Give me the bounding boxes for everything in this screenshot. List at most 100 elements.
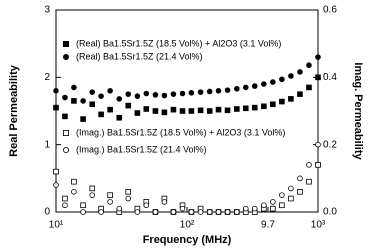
- data-point: [152, 108, 159, 114]
- data-point: [234, 106, 240, 112]
- y2-tick-label: 0.2: [323, 139, 337, 150]
- data-point: [89, 192, 96, 198]
- y-tick-label: 3: [44, 5, 50, 16]
- data-point: [234, 85, 240, 92]
- data-point: [71, 178, 77, 185]
- data-point: [107, 106, 113, 113]
- data-point: [143, 106, 150, 112]
- data-point: [125, 102, 132, 109]
- data-point: [53, 182, 59, 188]
- data-point: [197, 89, 204, 95]
- data-point: [315, 141, 321, 148]
- data-point: [80, 202, 86, 209]
- data-point: [234, 209, 240, 215]
- data-point: [125, 188, 132, 195]
- data-point: [161, 92, 168, 99]
- data-point: [270, 79, 276, 85]
- data-point: [279, 98, 285, 105]
- data-point: [161, 199, 168, 205]
- data-point: [152, 209, 159, 215]
- x-tick-label: 10²: [180, 220, 195, 231]
- data-point: [306, 162, 312, 168]
- y-tick-label: 0: [44, 207, 50, 218]
- data-point: [315, 74, 321, 81]
- data-point: [215, 88, 222, 94]
- data-point: [71, 84, 77, 91]
- data-point: [288, 73, 294, 79]
- x-tick-label: 10³: [311, 220, 326, 231]
- data-point: [188, 209, 195, 215]
- data-point: [143, 90, 150, 97]
- data-point: [188, 108, 195, 114]
- data-point: [270, 205, 276, 212]
- data-point: [107, 88, 113, 94]
- x-axis-title: Frequency (MHz): [143, 234, 232, 246]
- legend-label: (Real) Ba1.5Sr1.5Z (21.4 Vol%): [76, 51, 203, 61]
- data-point: [206, 88, 213, 95]
- legend-marker: [63, 146, 70, 153]
- data-point: [107, 199, 113, 205]
- data-point: [170, 106, 177, 113]
- legend-marker: [63, 129, 70, 136]
- data-point: [98, 93, 104, 99]
- data-point: [242, 105, 249, 112]
- data-point: [279, 202, 285, 209]
- legend-label: (Imag.) Ba1.5Sr1.5Z (21.4 Vol%): [76, 144, 207, 154]
- data-point: [297, 91, 303, 97]
- data-point: [306, 62, 312, 69]
- data-point: [89, 89, 96, 95]
- data-point: [107, 192, 113, 198]
- data-point: [215, 106, 222, 113]
- data-point: [62, 195, 68, 202]
- data-point: [89, 101, 96, 108]
- data-point: [297, 188, 303, 195]
- data-point: [315, 54, 321, 60]
- data-point: [98, 111, 104, 118]
- data-point: [161, 109, 168, 116]
- data-point: [224, 209, 231, 215]
- data-point: [224, 87, 231, 93]
- data-point: [242, 84, 249, 91]
- legend-marker: [63, 54, 70, 61]
- y-tick-label: 2: [44, 72, 50, 83]
- data-point: [53, 104, 59, 111]
- data-point: [62, 202, 68, 209]
- legend-label: (Imag.) Ba1.5Sr1.5Z (18.5 Vol%) + Al2O3 …: [76, 127, 285, 137]
- data-point: [125, 195, 132, 202]
- data-point: [197, 107, 204, 114]
- data-point: [270, 199, 276, 205]
- data-point: [116, 205, 123, 212]
- data-point: [80, 98, 86, 104]
- data-point: [179, 205, 186, 212]
- data-point: [134, 93, 141, 99]
- data-point: [53, 88, 59, 94]
- data-point: [116, 114, 123, 121]
- data-point: [206, 108, 213, 114]
- y-tick-label: 1: [44, 139, 50, 150]
- data-point: [279, 192, 285, 198]
- data-point: [53, 168, 59, 175]
- data-point: [288, 185, 294, 192]
- data-point: [98, 209, 104, 215]
- y2-tick-label: 0.0: [323, 207, 337, 218]
- data-point: [288, 96, 294, 102]
- x-tick-label: 9.7: [261, 220, 275, 231]
- data-point: [251, 205, 258, 212]
- data-point: [170, 209, 177, 215]
- data-point: [261, 103, 267, 110]
- data-point: [297, 69, 303, 75]
- data-point: [279, 76, 285, 83]
- data-point: [143, 202, 150, 209]
- data-point: [297, 175, 303, 182]
- data-point: [134, 209, 141, 215]
- data-point: [261, 202, 267, 209]
- y2-axis-title: Imag. Permeability: [352, 62, 364, 160]
- data-point: [89, 185, 96, 192]
- data-point: [261, 81, 267, 87]
- data-point: [71, 189, 77, 195]
- data-point: [116, 96, 123, 102]
- data-point: [306, 178, 312, 185]
- data-point: [80, 116, 86, 122]
- data-point: [188, 90, 195, 96]
